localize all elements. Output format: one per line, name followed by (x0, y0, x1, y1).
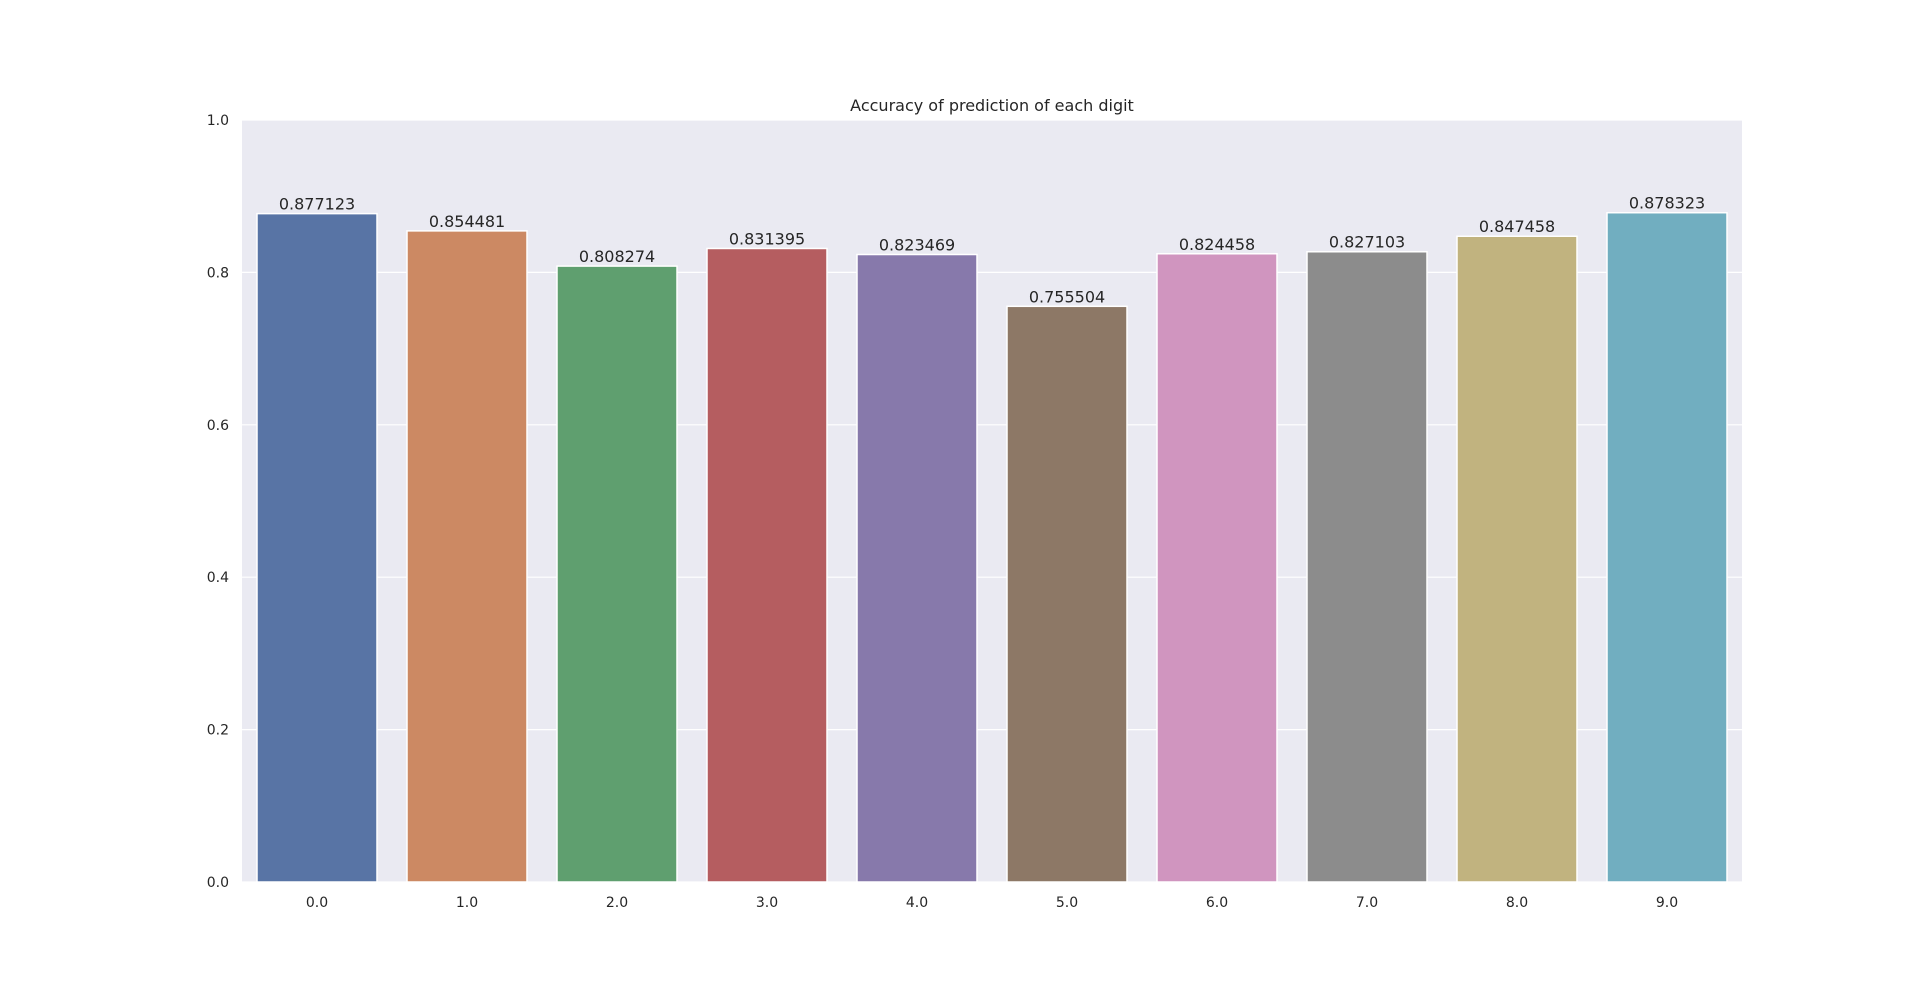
bar-value-label: 0.824458 (1179, 235, 1255, 254)
bar-8.0 (1456, 235, 1578, 883)
bar-5.0 (1006, 305, 1128, 883)
x-tick-label: 7.0 (1356, 895, 1378, 911)
x-tick-label: 8.0 (1506, 895, 1528, 911)
y-tick-label: 0.0 (207, 875, 229, 891)
y-axis-ticks: 0.0 0.2 0.4 0.6 0.8 1.0 (207, 113, 229, 891)
bar-value-label: 0.808274 (579, 247, 655, 266)
bar-value-label: 0.854481 (429, 212, 505, 231)
bar-value-label: 0.823469 (879, 236, 955, 255)
bar-4.0 (856, 253, 978, 883)
y-tick-label: 0.2 (207, 723, 229, 739)
bar-value-label: 0.878323 (1629, 194, 1705, 213)
y-tick-label: 1.0 (207, 113, 229, 129)
bar-value-label: 0.827103 (1329, 233, 1405, 252)
x-tick-label: 9.0 (1656, 895, 1678, 911)
bar-0.0 (256, 212, 378, 883)
bar-value-label: 0.847458 (1479, 217, 1555, 236)
x-tick-label: 4.0 (906, 895, 928, 911)
bars (256, 211, 1728, 883)
x-axis-ticks: 0.0 1.0 2.0 3.0 4.0 5.0 6.0 7.0 8.0 9.0 (306, 895, 1678, 911)
bar-9.0 (1606, 211, 1728, 883)
y-tick-label: 0.4 (207, 570, 229, 586)
y-tick-label: 0.6 (207, 418, 229, 434)
bar-6.0 (1156, 253, 1278, 883)
x-tick-label: 6.0 (1206, 895, 1228, 911)
chart-title: Accuracy of prediction of each digit (850, 96, 1134, 115)
x-tick-label: 1.0 (456, 895, 478, 911)
bar-1.0 (406, 230, 528, 883)
y-tick-label: 0.8 (207, 265, 229, 281)
bar-value-label: 0.831395 (729, 229, 805, 248)
bar-2.0 (556, 265, 678, 883)
bar-value-label: 0.755504 (1029, 287, 1105, 306)
x-tick-label: 0.0 (306, 895, 328, 911)
x-tick-label: 2.0 (606, 895, 628, 911)
x-tick-label: 5.0 (1056, 895, 1078, 911)
bar-value-labels: 0.877123 0.854481 0.808274 0.831395 0.823469… (279, 194, 1705, 307)
bar-7.0 (1306, 250, 1428, 883)
bar-value-label: 0.877123 (279, 195, 355, 214)
bar-3.0 (706, 247, 828, 883)
x-tick-label: 3.0 (756, 895, 778, 911)
